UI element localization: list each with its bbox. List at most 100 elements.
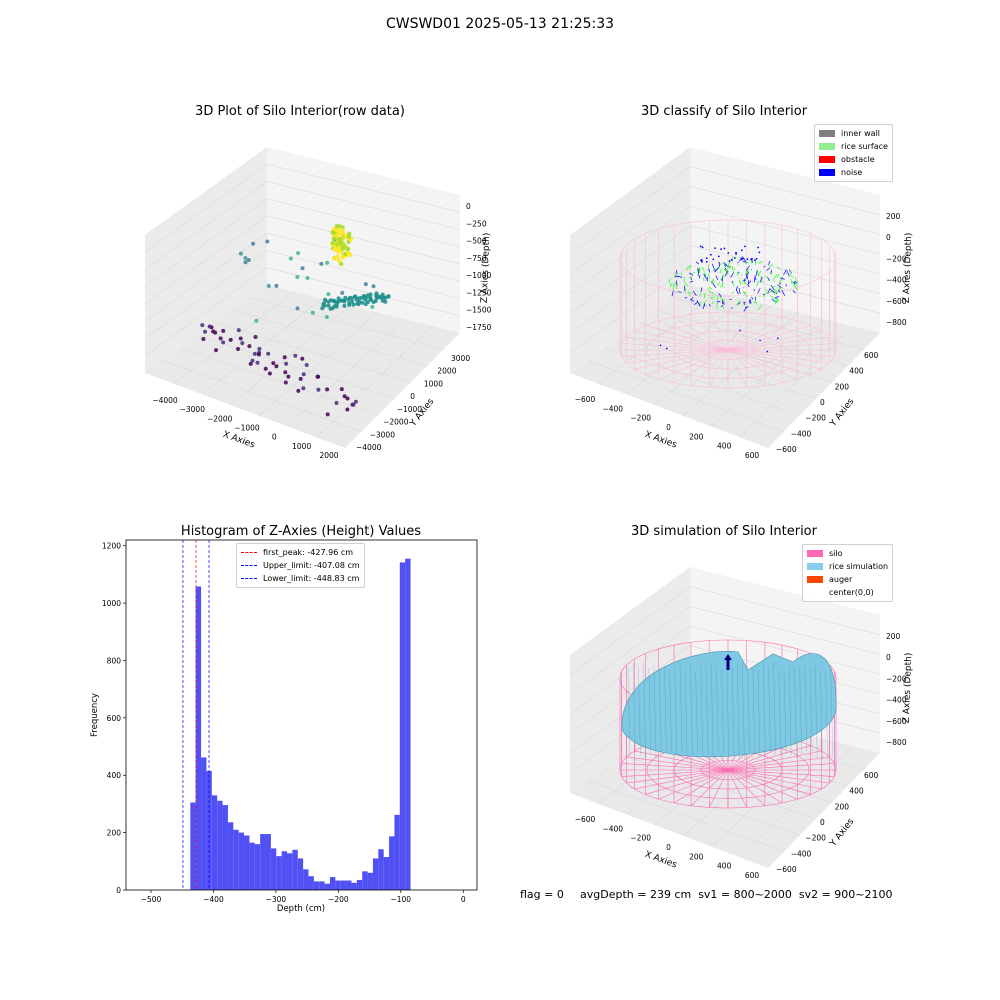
rice-surface-point xyxy=(764,276,769,279)
z-tick: −200 xyxy=(886,254,907,263)
z-tick: −500 xyxy=(466,237,487,246)
surface-mesh-line xyxy=(783,671,787,754)
noise-point xyxy=(740,258,743,261)
grid-line xyxy=(232,309,428,367)
rice-surface-point xyxy=(727,265,732,270)
legend-entry: obstacle xyxy=(819,153,888,166)
surface-mesh-line xyxy=(633,663,636,753)
surface-mesh-line xyxy=(794,666,797,759)
data-point xyxy=(283,370,288,375)
histogram-bar xyxy=(319,881,325,890)
rice-surface-point xyxy=(758,304,763,310)
surface-mesh-line xyxy=(638,666,641,756)
data-point xyxy=(345,396,350,401)
rice-surface-point xyxy=(670,283,672,287)
data-point xyxy=(282,355,287,360)
data-point xyxy=(301,386,306,391)
histogram-bar xyxy=(195,586,202,890)
data-point xyxy=(371,300,376,304)
x-tick: −200 xyxy=(630,834,651,843)
surface-mesh-line xyxy=(789,666,792,755)
grid-line xyxy=(587,360,785,432)
rice-surface-point xyxy=(790,270,792,275)
surface-mesh-line xyxy=(705,668,709,753)
surface-mesh-line xyxy=(669,668,672,752)
rice-surface-point xyxy=(685,267,689,271)
y-tick: −1000 xyxy=(397,405,423,414)
x-tick: −400 xyxy=(602,404,623,413)
noise-point xyxy=(742,257,747,264)
legend-label: auger xyxy=(829,575,853,584)
rice-surface-point xyxy=(773,274,778,280)
z-tick: −1750 xyxy=(466,323,492,332)
z-tick: −1000 xyxy=(466,271,492,280)
noise-point xyxy=(766,350,769,353)
noise-point xyxy=(693,301,699,305)
surface-mesh-line xyxy=(674,667,677,755)
surface-mesh-line xyxy=(627,666,631,756)
rice-surface-point xyxy=(755,280,760,287)
data-point xyxy=(334,242,340,247)
noise-point xyxy=(792,290,796,294)
data-point xyxy=(325,412,330,417)
rice-surface-point xyxy=(719,282,724,288)
grid-line xyxy=(144,198,461,287)
histogram-bar xyxy=(201,757,207,890)
surface-mesh-line xyxy=(825,671,828,759)
rice-surface-point xyxy=(756,269,759,276)
legend-entry: center(0,0) xyxy=(807,586,888,599)
z-tick: −200 xyxy=(886,674,907,683)
x-tick-label: −300 xyxy=(266,895,287,904)
rice-surface-point xyxy=(689,267,691,270)
histogram-bar xyxy=(394,814,400,890)
rice-surface-point xyxy=(776,289,781,293)
data-point xyxy=(325,387,330,392)
data-point xyxy=(295,306,300,311)
noise-point xyxy=(697,268,700,275)
noise-point xyxy=(762,293,765,296)
noise-point xyxy=(712,283,717,288)
data-point xyxy=(334,401,339,405)
grid-line xyxy=(144,181,461,270)
surface-mesh-line xyxy=(768,666,771,751)
noise-point xyxy=(772,290,776,294)
data-point xyxy=(265,239,270,244)
noise-point xyxy=(659,344,662,347)
y-tick: 200 xyxy=(835,382,850,391)
data-point xyxy=(353,399,358,404)
noise-point xyxy=(781,290,786,296)
rice-surface-point xyxy=(711,278,714,284)
z-tick: −600 xyxy=(886,717,907,726)
panel4-legend: silo rice simulation auger center(0,0) xyxy=(802,544,894,602)
rice-surface-point xyxy=(743,303,746,306)
histogram-bar xyxy=(249,842,255,890)
surface-mesh-line xyxy=(664,666,667,753)
noise-point xyxy=(708,303,711,307)
z-tick: 200 xyxy=(886,212,901,221)
y-tick-label: 1200 xyxy=(102,542,121,551)
rice-surface-point xyxy=(708,286,713,290)
noise-point xyxy=(711,263,715,270)
data-point xyxy=(221,340,226,345)
rice-surface-point xyxy=(703,293,705,299)
y-tick: 0 xyxy=(820,398,825,407)
surface-mesh-line xyxy=(742,664,745,759)
noise-point xyxy=(750,257,754,263)
legend-label: noise xyxy=(841,168,863,177)
x-tick-label: −200 xyxy=(328,895,349,904)
x-tick: 600 xyxy=(745,871,760,880)
panel3-title: Histogram of Z-Axies (Height) Values xyxy=(180,524,422,539)
histogram-bar xyxy=(270,848,277,890)
legend-label: obstacle xyxy=(841,155,875,164)
histogram-bar xyxy=(287,853,293,890)
grid-line xyxy=(144,267,461,356)
data-point xyxy=(326,303,331,308)
data-point xyxy=(356,296,361,301)
y-tick: −3000 xyxy=(370,430,396,439)
histogram-bar xyxy=(335,880,341,890)
data-point xyxy=(271,361,276,366)
grid-line xyxy=(682,312,799,417)
x-tick: −2000 xyxy=(207,414,233,423)
histogram-bar xyxy=(265,834,271,890)
